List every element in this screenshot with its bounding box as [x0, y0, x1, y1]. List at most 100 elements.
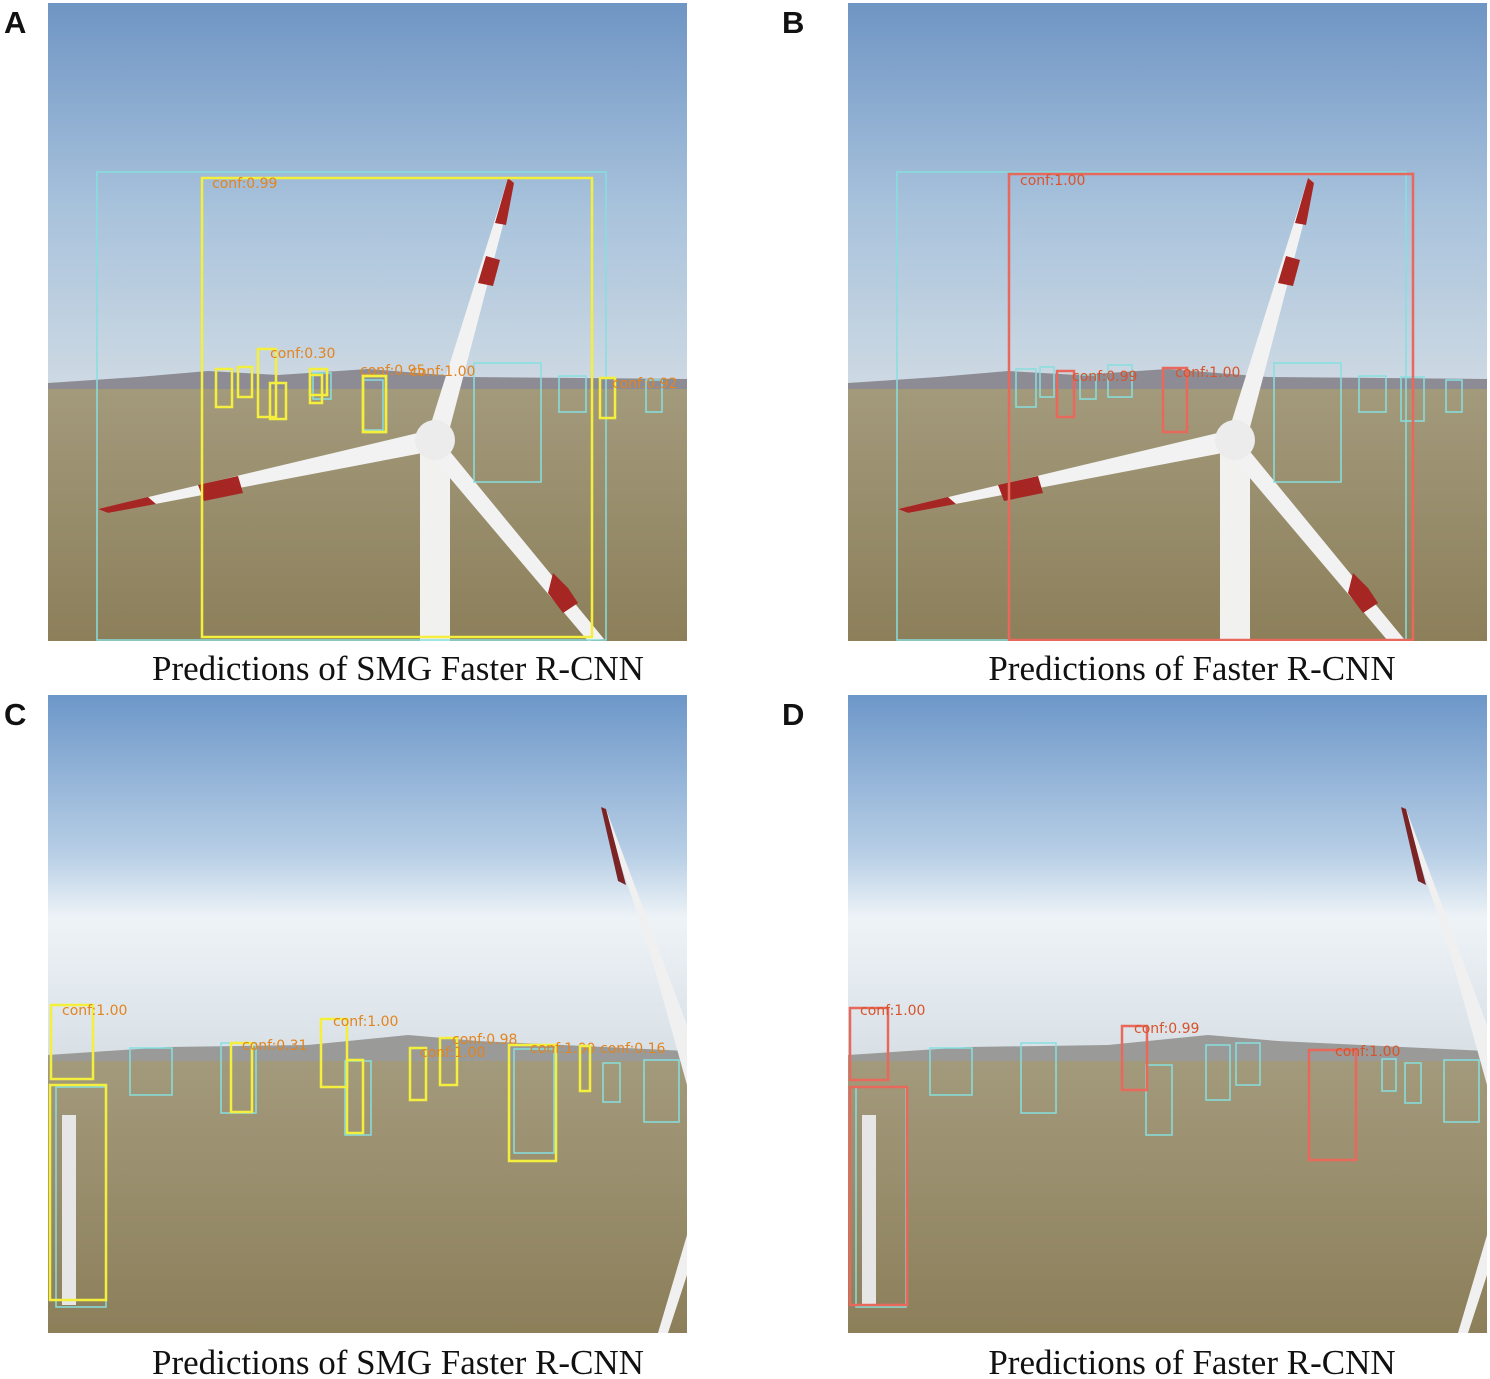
ground-truth-box — [96, 171, 607, 641]
photo: conf:1.00 conf:0.99 conf:1.00 — [848, 695, 1487, 1333]
confidence-label: conf:0.99 — [1072, 369, 1137, 385]
sky — [48, 695, 687, 1055]
prediction-box — [1055, 369, 1076, 419]
blade — [658, 1235, 687, 1333]
blade-tip — [601, 807, 626, 885]
ground-truth-box — [1020, 1042, 1057, 1114]
tower — [62, 1115, 76, 1305]
ground-truth-box — [1015, 368, 1037, 408]
ground-truth-box — [602, 1062, 621, 1103]
prediction-box — [49, 1003, 95, 1081]
prediction-box — [48, 1083, 108, 1302]
ground-truth-box — [1404, 1062, 1422, 1104]
tower — [1220, 451, 1250, 641]
photo: conf:1.00conf:0.31conf:1.00conf:0.98conf… — [48, 695, 687, 1333]
confidence-label: conf:1.00 — [420, 1045, 485, 1061]
blade-tip — [1295, 178, 1314, 225]
prediction-box — [308, 367, 329, 397]
ground-truth-box — [1358, 375, 1387, 413]
prediction-box — [319, 1017, 349, 1089]
caption: Predictions of SMG Faster R-CNN — [152, 649, 644, 688]
confidence-label: conf:1.00 — [62, 1003, 127, 1019]
caption: Predictions of Faster R-CNN — [988, 1343, 1395, 1379]
hills — [48, 1035, 687, 1067]
ground-truth-box — [129, 1047, 173, 1096]
prediction-box — [578, 1044, 592, 1093]
prediction-box — [848, 1006, 890, 1082]
ground — [848, 389, 1487, 641]
ground-truth-box — [929, 1047, 973, 1096]
blade — [428, 178, 514, 435]
prediction-box — [229, 1041, 254, 1114]
ground-truth-box — [643, 1059, 680, 1123]
ground-truth-box — [1039, 366, 1055, 398]
blade-tip — [495, 178, 514, 225]
prediction-box — [214, 367, 234, 409]
prediction-box — [1120, 1024, 1149, 1092]
prediction-box — [361, 374, 388, 434]
sky — [848, 3, 1487, 383]
prediction-box — [268, 381, 288, 421]
ground-truth-box — [1381, 1058, 1397, 1092]
tower — [862, 1115, 876, 1305]
confidence-label: conf:0.16 — [600, 1041, 666, 1057]
prediction-box — [408, 1046, 428, 1102]
confidence-label: conf:0.99 — [212, 176, 277, 192]
blade-tip — [198, 476, 243, 501]
confidence-label: conf:1.00 — [410, 364, 475, 380]
confidence-label: conf:0.30 — [270, 346, 335, 362]
confidence-label: conf:0.92 — [612, 376, 677, 392]
confidence-label: conf:1.00 — [860, 1003, 925, 1019]
blade — [1228, 178, 1314, 435]
ground-truth-box — [513, 1048, 555, 1154]
prediction-box — [200, 176, 594, 639]
photo: conf:0.99conf:0.30conf:0.95conf:1.00conf… — [48, 3, 687, 641]
ground-truth-box — [1443, 1059, 1480, 1123]
prediction-box — [345, 1058, 365, 1135]
ground-truth-box — [1205, 1044, 1231, 1101]
confidence-label: conf:1.00 — [530, 1041, 595, 1057]
ground-truth-box — [558, 375, 587, 413]
panel-letter: B — [782, 5, 804, 40]
blade-tip — [1348, 573, 1378, 613]
sky — [48, 3, 687, 383]
tower — [420, 451, 450, 641]
prediction-box — [256, 347, 278, 419]
ground-truth-box — [1445, 379, 1463, 413]
panel-letter: D — [782, 697, 804, 732]
prediction-box — [438, 1036, 459, 1087]
blade-tip — [548, 573, 578, 613]
ground-truth-box — [473, 362, 542, 483]
confidence-label: conf:1.00 — [1020, 173, 1085, 189]
blade — [98, 431, 433, 513]
hills — [48, 369, 687, 393]
confidence-label: conf:0.98 — [452, 1032, 517, 1048]
blade-tip — [898, 497, 956, 513]
ground — [48, 1061, 687, 1333]
ground-truth-box — [1145, 1064, 1173, 1136]
panel-letter: A — [4, 5, 26, 40]
prediction-box — [1307, 1048, 1358, 1162]
panel-letter: C — [4, 697, 26, 732]
ground-truth-box — [645, 379, 663, 413]
blade — [898, 431, 1233, 513]
confidence-label: conf:1.00 — [1335, 1044, 1400, 1060]
confidence-label: conf:0.31 — [242, 1038, 307, 1054]
blade-tip — [98, 497, 156, 513]
confidence-label: conf:0.99 — [1134, 1021, 1199, 1037]
ground-truth-box — [1107, 364, 1133, 398]
hills — [848, 1035, 1487, 1067]
ground-truth-box — [1235, 1042, 1261, 1086]
hub — [1215, 420, 1255, 460]
prediction-box — [507, 1043, 558, 1163]
caption: Predictions of SMG Faster R-CNN — [152, 1343, 644, 1379]
blade-tip — [478, 256, 500, 286]
blade-tip — [1401, 807, 1426, 885]
photo: conf:1.00 conf:0.99 conf:1.00 — [848, 3, 1487, 641]
blade-tip — [1278, 256, 1300, 286]
ground — [848, 1061, 1487, 1333]
prediction-box — [598, 376, 617, 420]
ground-truth-box — [1273, 362, 1342, 483]
